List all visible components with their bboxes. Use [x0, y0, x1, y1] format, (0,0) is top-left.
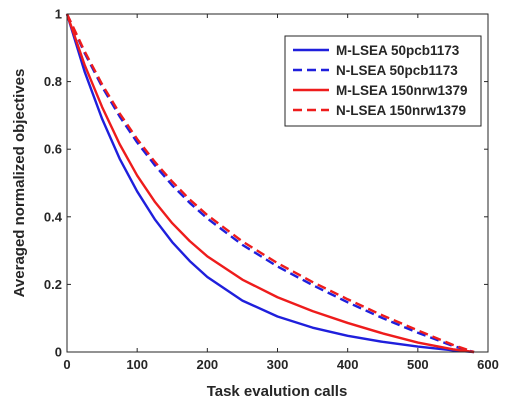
x-axis-ticks: 0 100 200 300 400 500 600	[63, 14, 499, 372]
legend-label-1: M-LSEA 50pcb1173	[336, 43, 460, 58]
legend: M-LSEA 50pcb1173 N-LSEA 50pcb1173 M-LSEA 1…	[284, 35, 482, 127]
x-tick-label: 100	[126, 357, 148, 372]
y-tick-label: 0.8	[44, 74, 62, 89]
x-tick-label: 600	[477, 357, 499, 372]
legend-label-2: N-LSEA 50pcb1173	[336, 63, 458, 78]
series-line-2	[65, 13, 475, 354]
y-axis-label: Averaged normalized objectives	[11, 69, 28, 298]
legend-label-3: M-LSEA 150nrw1379	[336, 83, 468, 98]
y-tick-label: 0.6	[44, 142, 62, 157]
series-line-4	[65, 13, 475, 354]
series-line-3	[65, 13, 475, 354]
y-tick-label: 0.2	[44, 277, 62, 292]
x-tick-label: 400	[337, 357, 359, 372]
x-tick-label: 500	[407, 357, 429, 372]
y-tick-label: 1	[55, 7, 62, 22]
x-tick-label: 0	[63, 357, 70, 372]
legend-label-4: N-LSEA 150nrw1379	[336, 103, 466, 118]
y-axis-ticks: 0 0.2 0.4 0.6 0.8 1	[44, 7, 488, 360]
series-group	[65, 13, 475, 354]
x-tick-label: 200	[196, 357, 218, 372]
y-tick-label: 0	[55, 345, 62, 360]
x-tick-label: 300	[267, 357, 289, 372]
series-line-1	[65, 13, 475, 354]
x-axis-label: Task evalution calls	[207, 383, 348, 400]
y-tick-label: 0.4	[44, 209, 63, 224]
